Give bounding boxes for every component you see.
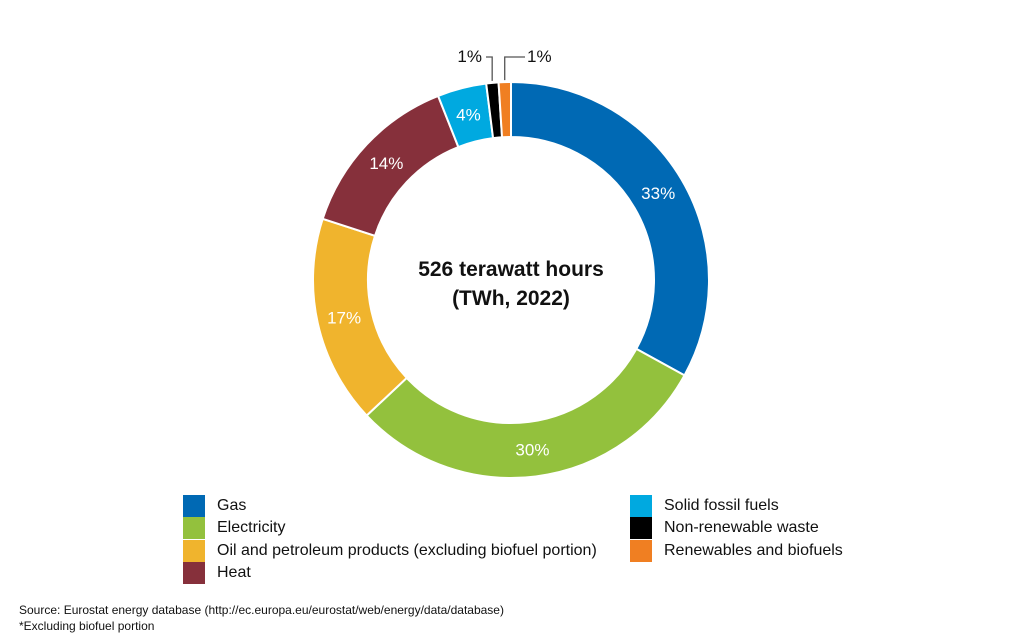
legend-item: Renewables and biofuels [630, 540, 843, 562]
legend-label: Renewables and biofuels [664, 542, 843, 559]
slice-label-5: 1% [457, 47, 482, 66]
legend-label: Non-renewable waste [664, 519, 819, 536]
legend-item: Solid fossil fuels [630, 495, 779, 517]
slice-label-2: 17% [327, 308, 361, 327]
slice-label-4: 4% [456, 105, 481, 124]
legend-item: Heat [183, 562, 251, 584]
source-note: Source: Eurostat energy database (http:/… [19, 603, 504, 617]
legend-label: Solid fossil fuels [664, 497, 779, 514]
legend-label: Heat [217, 564, 251, 581]
legend-item: Gas [183, 495, 246, 517]
legend-item: Non-renewable waste [630, 517, 819, 539]
leader-line-5 [486, 56, 493, 81]
slice-label-6: 1% [527, 47, 552, 66]
legend-swatch [630, 517, 652, 539]
slice-0 [510, 80, 710, 377]
leader-line-6 [504, 56, 525, 81]
slice-label-1: 30% [515, 441, 549, 460]
slice-6 [497, 80, 512, 139]
legend-swatch [183, 517, 205, 539]
legend-swatch [183, 562, 205, 584]
center-label: (TWh, 2022) [452, 287, 570, 310]
legend-swatch [630, 540, 652, 562]
legend-swatch [630, 495, 652, 517]
legend-item: Electricity [183, 517, 285, 539]
footnote: *Excluding biofuel portion [19, 619, 155, 633]
slice-label-0: 33% [641, 184, 675, 203]
legend-label: Electricity [217, 519, 286, 536]
slice-label-3: 14% [369, 154, 403, 173]
center-label: 526 terawatt hours [418, 258, 604, 281]
legend-swatch [183, 495, 205, 517]
legend-swatch [183, 540, 205, 562]
legend-label: Gas [217, 497, 247, 514]
legend-label: Oil and petroleum products (excluding bi… [217, 542, 597, 559]
legend-item: Oil and petroleum products (excluding bi… [183, 540, 597, 562]
